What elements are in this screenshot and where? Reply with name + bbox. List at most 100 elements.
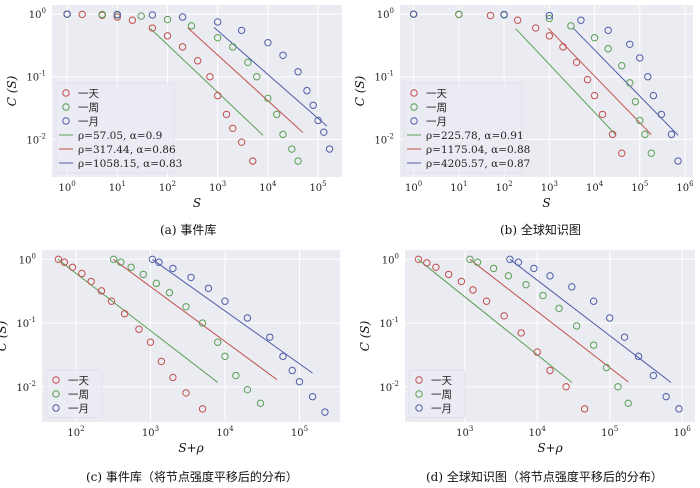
x-tick-label: 102: [67, 425, 84, 439]
legend-marker: [410, 89, 418, 97]
x-tick-label: 100: [59, 180, 76, 194]
data-point-series-1: [148, 24, 157, 32]
data-point-series-1: [78, 10, 86, 19]
data-point-series-2: [165, 288, 174, 297]
x-axis-label: S+ρ: [537, 441, 562, 455]
data-point-series-2: [264, 94, 272, 103]
data-point-series-1: [78, 269, 86, 278]
y-tick-label: 10-1: [16, 316, 36, 330]
data-point-series-3: [279, 51, 287, 60]
legend-marker: [415, 390, 423, 398]
data-point-series-1: [618, 149, 626, 157]
legend-label: 一天: [68, 375, 89, 387]
data-point-series-2: [489, 264, 498, 273]
data-point-series-2: [624, 399, 632, 408]
data-point-series-2: [590, 34, 599, 42]
data-point-series-1: [128, 16, 137, 24]
data-point-series-2: [109, 255, 118, 264]
data-point-series-3: [266, 333, 274, 341]
chart-b: 100 101 102 103 104 105 106 100 10-1 10-2 S C (S) 一天…: [353, 5, 694, 210]
data-point-series-1: [469, 286, 477, 294]
data-point-series-3: [295, 378, 304, 386]
x-tick-label: 105: [309, 180, 326, 194]
data-point-series-1: [169, 373, 177, 382]
data-point-series-1: [532, 24, 540, 32]
data-point-series-2: [545, 14, 554, 23]
data-point-series-3: [243, 314, 252, 322]
data-point-series-3: [237, 26, 246, 35]
caption-a: (a) 事件库: [160, 223, 217, 237]
data-point-series-2: [539, 291, 547, 300]
legend-marker: [52, 404, 60, 412]
data-point-series-3: [148, 255, 157, 264]
data-point-series-3: [649, 371, 658, 380]
data-point-series-3: [63, 10, 71, 18]
data-point-series-1: [68, 263, 77, 271]
data-point-series-2: [288, 145, 296, 153]
data-point-series-3: [604, 26, 612, 35]
data-point-series-2: [253, 73, 261, 81]
y-axis-label: C (S): [5, 75, 19, 106]
data-point-series-1: [157, 357, 166, 366]
data-point-series-3: [674, 157, 682, 165]
x-tick-label: 106: [676, 180, 694, 194]
data-point-series-2: [572, 322, 581, 330]
legend-label: ρ=1175.04, α=0.88: [426, 144, 530, 156]
data-point-series-2: [213, 34, 222, 42]
data-point-series-1: [545, 32, 554, 40]
data-point-series-3: [148, 11, 157, 19]
y-axis-label: C (S): [353, 75, 367, 106]
data-point-series-1: [206, 73, 214, 81]
data-point-series-1: [482, 297, 491, 305]
y-tick-label: 10-1: [374, 70, 394, 84]
data-point-series-3: [213, 18, 222, 26]
legend-label: 一周: [426, 102, 447, 114]
caption-d: (d) 全球知识图（将节点强度平移后的分布）: [426, 470, 663, 484]
data-point-series-3: [264, 38, 272, 47]
fit-line-2: [187, 27, 304, 133]
data-point-series-3: [667, 130, 676, 139]
data-point-series-1: [572, 58, 581, 67]
legend-marker: [410, 117, 418, 125]
data-point-series-3: [545, 11, 554, 20]
data-point-series-1: [559, 43, 567, 51]
data-point-series-1: [423, 259, 431, 267]
data-point-series-1: [213, 91, 222, 100]
data-point-series-2: [139, 270, 147, 279]
fit-line-2: [547, 27, 652, 136]
legend-box: [408, 369, 466, 419]
data-point-series-2: [522, 280, 530, 289]
legend-box: [55, 82, 175, 174]
data-point-series-1: [517, 329, 525, 337]
data-point-series-2: [631, 97, 640, 106]
data-point-series-3: [606, 314, 614, 322]
data-point-series-3: [620, 333, 629, 341]
data-point-series-2: [244, 58, 252, 67]
legend-marker: [415, 376, 423, 384]
legend-label: ρ=317.44, α=0.86: [78, 144, 176, 156]
x-tick-label: 102: [495, 180, 512, 194]
data-point-series-1: [514, 16, 522, 24]
x-tick-label: 106: [674, 425, 692, 439]
x-tick-label: 104: [586, 180, 604, 194]
data-point-series-1: [580, 405, 589, 413]
x-tick-label: 103: [142, 425, 159, 439]
x-tick-label: 104: [216, 425, 234, 439]
data-point-series-3: [309, 101, 317, 109]
data-point-series-3: [506, 255, 514, 264]
data-point-series-3: [204, 284, 213, 293]
data-point-series-3: [634, 352, 643, 361]
data-point-series-2: [279, 130, 287, 139]
data-point-series-3: [589, 297, 598, 305]
legend-marker: [410, 103, 418, 111]
data-point-series-2: [187, 22, 196, 30]
legend-label: 一月: [426, 116, 447, 128]
data-point-series-3: [169, 264, 177, 273]
data-point-series-1: [562, 383, 570, 391]
y-tick-label: 10-1: [26, 70, 46, 84]
data-point-series-1: [583, 75, 592, 84]
data-point-series-1: [222, 110, 231, 119]
data-point-series-1: [97, 287, 106, 295]
